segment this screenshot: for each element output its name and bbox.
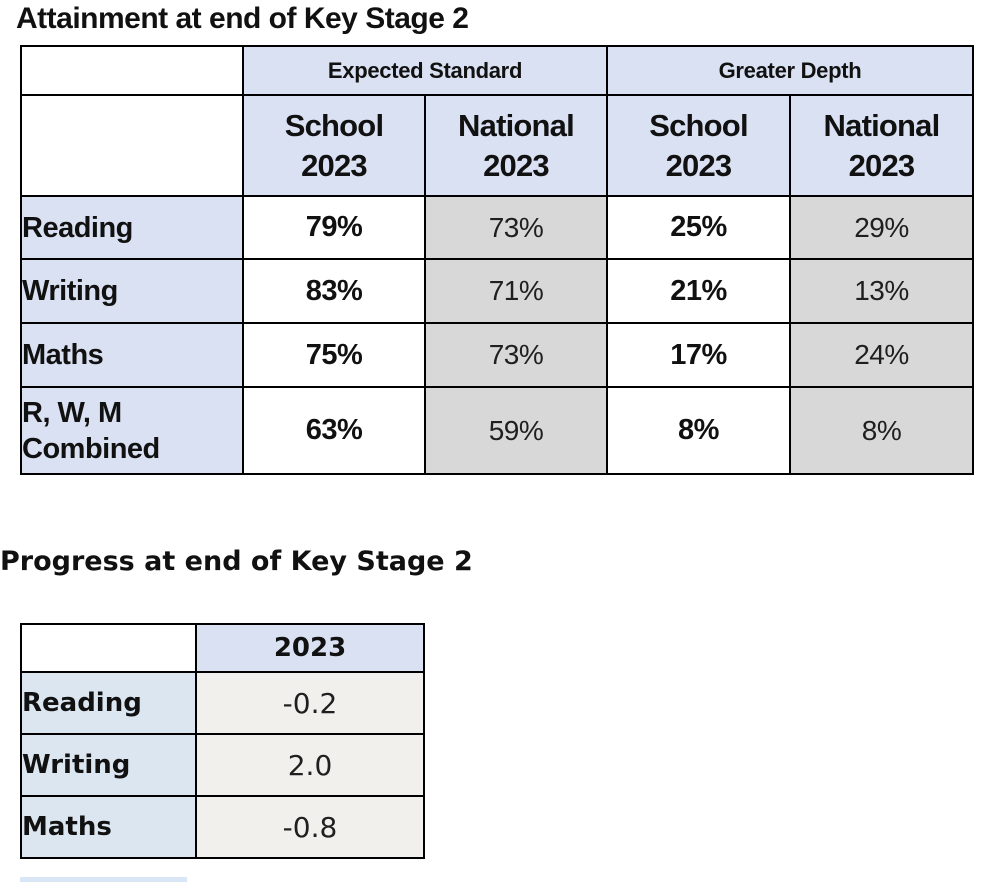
attainment-row-combined: R, W, M Combined 63% 59% 8% 8% — [20, 386, 974, 475]
col-header-school-expected: School 2023 — [242, 94, 426, 197]
clipped-next-row-sliver — [20, 877, 187, 882]
progress-value-reading: -0.2 — [195, 671, 425, 735]
progress-table: 2023 Reading -0.2 Writing 2.0 Maths -0.8 — [20, 623, 425, 859]
group-header-expected-standard: Expected Standard — [242, 45, 608, 96]
progress-title: Progress at end of Key Stage 2 — [0, 546, 473, 577]
cell-writing-school-greater: 21% — [606, 258, 791, 324]
cell-reading-national-greater: 29% — [789, 195, 974, 260]
cell-maths-national-expected: 73% — [424, 322, 608, 388]
attainment-row-maths: Maths 75% 73% 17% 24% — [20, 322, 974, 388]
col-header-national-expected: National 2023 — [424, 94, 608, 197]
progress-row-label-reading: Reading — [20, 671, 197, 735]
cell-combined-national-greater: 8% — [789, 386, 974, 475]
progress-row-label-maths: Maths — [20, 795, 197, 859]
attainment-row-writing: Writing 83% 71% 21% 13% — [20, 258, 974, 324]
attainment-title: Attainment at end of Key Stage 2 — [16, 2, 469, 35]
cell-maths-school-greater: 17% — [606, 322, 791, 388]
row-label-reading: Reading — [20, 195, 244, 260]
group-header-greater-depth: Greater Depth — [606, 45, 974, 96]
cell-reading-school-greater: 25% — [606, 195, 791, 260]
cell-combined-national-expected: 59% — [424, 386, 608, 475]
progress-col-header-2023: 2023 — [195, 623, 425, 673]
attainment-group-header-row: Expected Standard Greater Depth — [20, 45, 974, 96]
cell-writing-national-expected: 71% — [424, 258, 608, 324]
cell-reading-national-expected: 73% — [424, 195, 608, 260]
progress-row-maths: Maths -0.8 — [20, 795, 425, 859]
progress-row-label-writing: Writing — [20, 733, 197, 797]
row-label-combined: R, W, M Combined — [20, 386, 244, 475]
attainment-row-reading: Reading 79% 73% 25% 29% — [20, 195, 974, 260]
cell-reading-school-expected: 79% — [242, 195, 426, 260]
cell-combined-school-expected: 63% — [242, 386, 426, 475]
attainment-corner-cell-2 — [20, 94, 244, 197]
col-header-school-greater: School 2023 — [606, 94, 791, 197]
progress-row-reading: Reading -0.2 — [20, 671, 425, 735]
progress-header-row: 2023 — [20, 623, 425, 673]
cell-writing-school-expected: 83% — [242, 258, 426, 324]
cell-combined-school-greater: 8% — [606, 386, 791, 475]
progress-row-writing: Writing 2.0 — [20, 733, 425, 797]
attainment-column-header-row: School 2023 National 2023 School 2023 Na… — [20, 94, 974, 197]
cell-maths-school-expected: 75% — [242, 322, 426, 388]
attainment-table: Expected Standard Greater Depth School 2… — [20, 45, 974, 475]
col-header-national-greater: National 2023 — [789, 94, 974, 197]
row-label-maths: Maths — [20, 322, 244, 388]
row-label-writing: Writing — [20, 258, 244, 324]
cell-writing-national-greater: 13% — [789, 258, 974, 324]
progress-corner-cell — [20, 623, 197, 673]
progress-value-maths: -0.8 — [195, 795, 425, 859]
cell-maths-national-greater: 24% — [789, 322, 974, 388]
attainment-corner-cell — [20, 45, 244, 96]
progress-value-writing: 2.0 — [195, 733, 425, 797]
